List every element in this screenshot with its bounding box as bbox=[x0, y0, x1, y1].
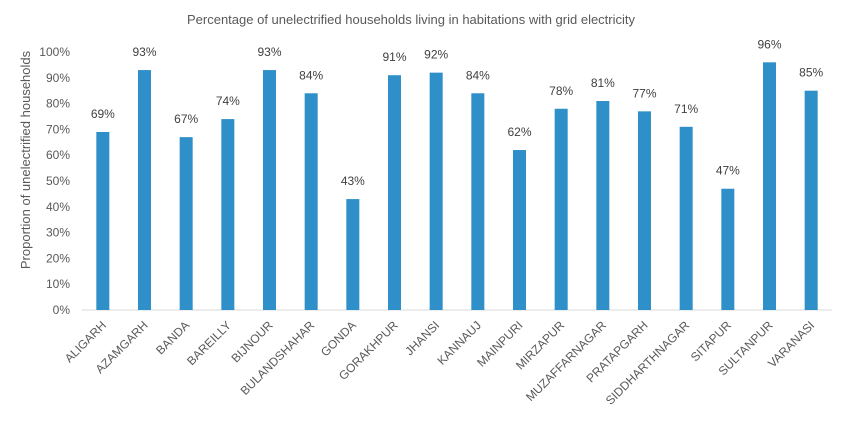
category-label: SIDDHARTHNAGAR bbox=[603, 318, 693, 408]
y-tick-label: 50% bbox=[46, 174, 70, 188]
data-label: 78% bbox=[549, 84, 573, 98]
y-tick-label: 60% bbox=[46, 148, 70, 162]
bar bbox=[763, 62, 776, 310]
category-label: MUZAFFARNAGAR bbox=[523, 318, 609, 404]
y-tick-label: 30% bbox=[46, 226, 70, 240]
data-label: 93% bbox=[132, 45, 156, 59]
bar bbox=[346, 199, 360, 310]
y-tick-label: 0% bbox=[53, 303, 71, 317]
bar bbox=[138, 70, 151, 310]
y-tick-label: 20% bbox=[46, 251, 70, 265]
y-tick-label: 80% bbox=[46, 97, 70, 111]
y-axis-label: Proportion of unelectrified households bbox=[18, 50, 33, 269]
y-tick-label: 40% bbox=[46, 200, 70, 214]
y-tick-label: 100% bbox=[39, 45, 70, 59]
y-tick-label: 90% bbox=[46, 71, 70, 85]
bar bbox=[471, 93, 485, 310]
bar bbox=[96, 131, 110, 310]
bars-group bbox=[96, 62, 818, 311]
data-label: 93% bbox=[257, 45, 281, 59]
data-label: 77% bbox=[632, 86, 656, 100]
bar bbox=[263, 70, 276, 310]
data-label: 43% bbox=[341, 174, 365, 188]
data-label: 96% bbox=[757, 37, 781, 51]
y-tick-label: 70% bbox=[46, 122, 70, 136]
bar bbox=[721, 188, 735, 310]
bar bbox=[638, 111, 651, 310]
data-label: 74% bbox=[216, 94, 240, 108]
data-label: 62% bbox=[507, 125, 531, 139]
data-label: 84% bbox=[299, 68, 323, 82]
bar bbox=[804, 90, 818, 310]
bar bbox=[304, 93, 318, 310]
data-label: 69% bbox=[91, 107, 115, 121]
bar bbox=[179, 137, 193, 310]
data-label: 91% bbox=[382, 50, 406, 64]
data-labels-group: 69% 93% 67% 74% 93% 84% 43% 91% 92% 84% 62% 78% 81% 7… bbox=[91, 37, 824, 188]
y-axis-ticks: 0% 10% 20% 30% 40% 50% 60% 70% 80% 90% 100% bbox=[39, 45, 70, 317]
data-label: 92% bbox=[424, 48, 448, 62]
category-label: BAREILLY bbox=[184, 318, 234, 368]
chart-title: Percentage of unelectrified households l… bbox=[187, 12, 636, 27]
data-label: 71% bbox=[674, 102, 698, 116]
bar bbox=[554, 108, 568, 310]
data-label: 47% bbox=[716, 164, 740, 178]
category-label: BULANDSHAHAR bbox=[238, 318, 318, 398]
bar bbox=[679, 126, 693, 310]
bar bbox=[429, 72, 443, 310]
bar bbox=[513, 150, 526, 310]
category-label: JHANSI bbox=[402, 318, 442, 358]
data-label: 81% bbox=[591, 76, 615, 90]
bar bbox=[596, 101, 610, 311]
bar bbox=[221, 119, 235, 310]
y-tick-label: 10% bbox=[46, 277, 70, 291]
data-label: 84% bbox=[466, 68, 490, 82]
category-label: BANDA bbox=[153, 318, 192, 357]
data-label: 67% bbox=[174, 112, 198, 126]
category-label: GONDA bbox=[318, 318, 359, 359]
data-label: 85% bbox=[799, 66, 823, 80]
bar bbox=[388, 75, 401, 310]
